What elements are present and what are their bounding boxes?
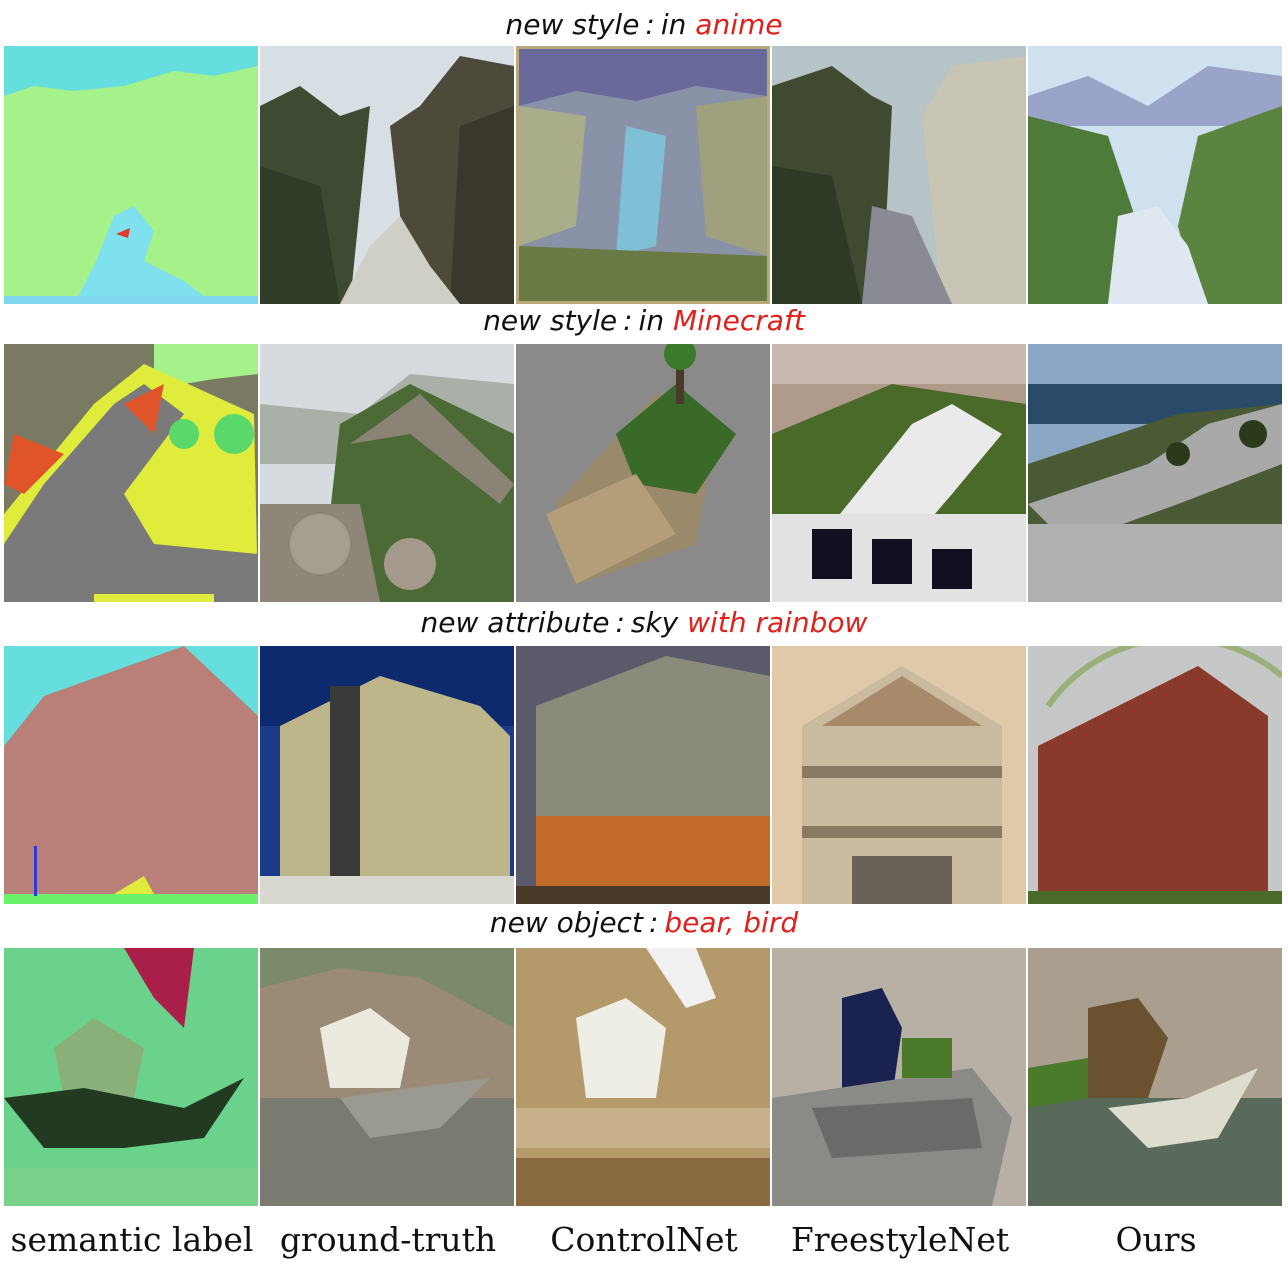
freestylenet-image	[772, 646, 1026, 904]
highlight-text: Minecraft	[672, 304, 805, 337]
highlight-text: anime	[695, 8, 783, 41]
image-row-1	[4, 46, 1288, 304]
ground-truth-image	[260, 646, 514, 904]
ground-truth-image	[260, 948, 514, 1206]
ground-truth-image	[260, 46, 514, 304]
freestylenet-image	[772, 344, 1026, 602]
ours-image	[1028, 646, 1282, 904]
image-row-2	[4, 344, 1288, 602]
controlnet-image	[516, 646, 770, 904]
image-row-4	[4, 948, 1288, 1206]
freestylenet-image	[772, 46, 1026, 304]
controlnet-image	[516, 344, 770, 602]
image-row-3	[4, 646, 1288, 904]
ours-image	[1028, 46, 1282, 304]
column-label-freestylenet: FreestyleNet	[790, 1220, 1010, 1259]
column-label-ground-truth: ground-truth	[279, 1220, 497, 1259]
ground-truth-image	[260, 344, 514, 602]
row-title-4: new object: bear, bird	[489, 906, 799, 939]
controlnet-image	[516, 46, 770, 304]
highlight-text: with rainbow	[687, 606, 868, 639]
row-title-2: new style: in Minecraft	[483, 304, 805, 337]
ours-image	[1028, 948, 1282, 1206]
column-label-semantic-label: semantic label	[10, 1220, 254, 1259]
column-labels: semantic label ground-truth ControlNet F…	[4, 1212, 1288, 1268]
ours-image	[1028, 344, 1282, 602]
row-title-1: new style: in anime	[505, 8, 783, 41]
semantic-label-image	[4, 344, 258, 602]
controlnet-image	[516, 948, 770, 1206]
row-title-3: new attribute: sky with rainbow	[420, 606, 868, 639]
highlight-text: bear, bird	[664, 906, 799, 939]
freestylenet-image	[772, 948, 1026, 1206]
semantic-label-image	[4, 46, 258, 304]
semantic-label-image	[4, 948, 258, 1206]
semantic-label-image	[4, 646, 258, 904]
column-label-controlnet: ControlNet	[550, 1220, 738, 1259]
column-label-ours: Ours	[1115, 1220, 1197, 1259]
